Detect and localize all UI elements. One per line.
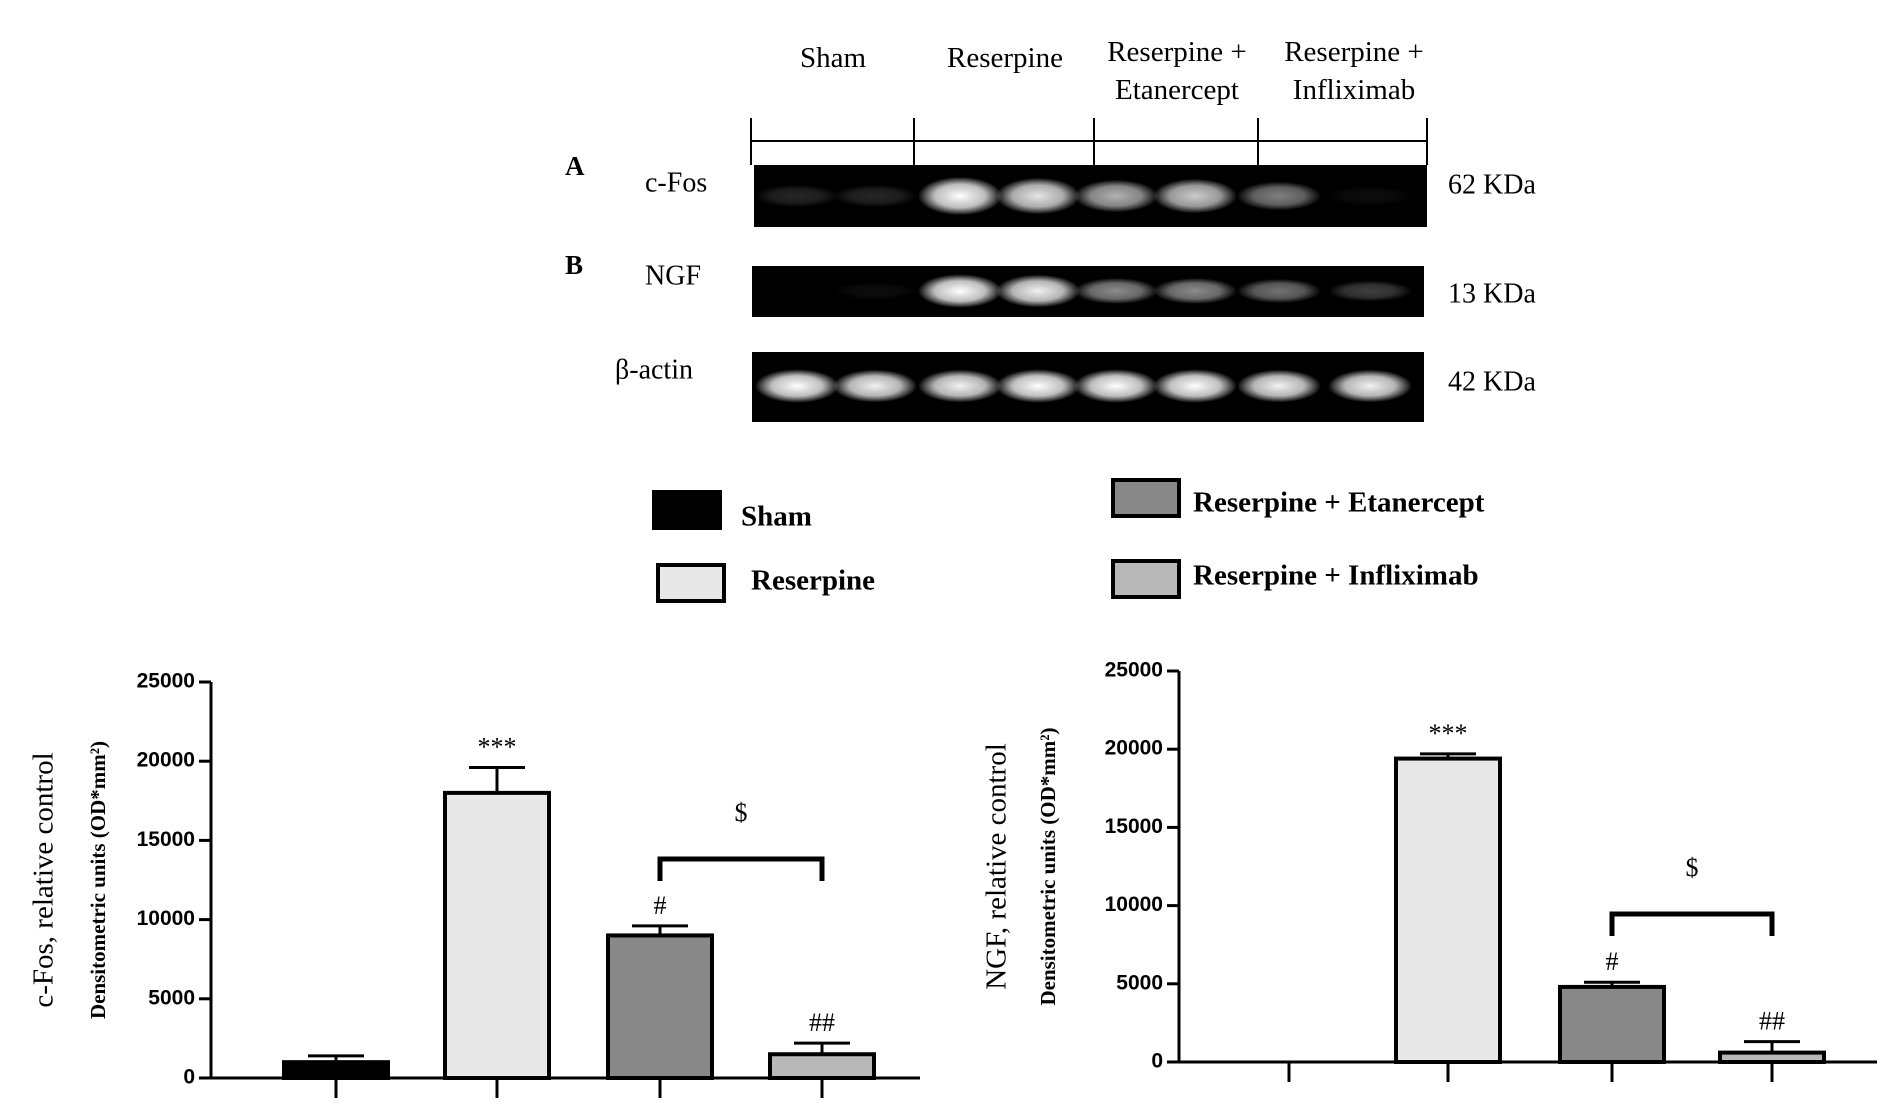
y-tick-label: 25000 xyxy=(137,670,195,693)
blot-band xyxy=(918,176,1002,216)
annotation: # xyxy=(654,891,667,920)
y-axis-label: Densitometric units (OD*mm²) xyxy=(1036,727,1060,1005)
blot-band xyxy=(1328,185,1412,207)
bar xyxy=(282,1060,390,1081)
legend-label: Sham xyxy=(741,501,812,533)
y-tick-label: 15000 xyxy=(1105,815,1163,838)
protein-label: c-Fos xyxy=(645,167,707,198)
annotation: ## xyxy=(1759,1007,1785,1036)
legend-label: Reserpine + Infliximab xyxy=(1193,560,1479,592)
blot-band xyxy=(996,274,1080,308)
annotation: # xyxy=(1606,947,1619,976)
blot-band xyxy=(1153,178,1237,214)
legend-swatch xyxy=(656,563,726,603)
blot-band xyxy=(1328,280,1412,302)
y-tick-label: 0 xyxy=(183,1066,195,1089)
blot-band xyxy=(918,274,1002,308)
bracket xyxy=(1609,911,1775,936)
lane-bracket xyxy=(750,118,1428,165)
y-tick-label: 5000 xyxy=(148,986,195,1009)
y-tick-label: 10000 xyxy=(1105,893,1163,916)
blot-band xyxy=(1153,277,1237,305)
blot-band xyxy=(833,282,917,300)
blot-band xyxy=(918,369,1002,403)
blot-band xyxy=(1074,369,1158,403)
weight-label: 13 KDa xyxy=(1448,278,1536,309)
bracket xyxy=(657,856,825,881)
blot-band xyxy=(755,369,839,403)
blot-band xyxy=(1328,369,1412,403)
blot-band xyxy=(1237,181,1321,211)
blot-band xyxy=(1074,277,1158,305)
group-label: Reserpine xyxy=(947,42,1063,74)
blot-band xyxy=(755,184,839,208)
blot-band xyxy=(1237,278,1321,304)
blot-band xyxy=(1074,179,1158,213)
y-tick-label: 20000 xyxy=(137,749,195,772)
group-label: Reserpine + Infliximab xyxy=(1284,36,1424,106)
y-tick-label: 20000 xyxy=(1105,737,1163,760)
y-axis-label: NGF, relative control xyxy=(981,743,1013,990)
blot-band xyxy=(996,177,1080,215)
y-axis-label: Densitometric units (OD*mm²) xyxy=(86,741,110,1019)
legend-label: Reserpine + Etanercept xyxy=(1193,487,1485,519)
bracket-label: $ xyxy=(1686,853,1699,882)
bar xyxy=(1558,984,1666,1064)
bar xyxy=(1394,756,1502,1064)
legend-swatch xyxy=(1111,559,1181,599)
legend-swatch xyxy=(652,490,722,530)
y-tick-label: 5000 xyxy=(1116,971,1163,994)
protein-label: NGF xyxy=(645,260,701,291)
blot-band xyxy=(833,369,917,403)
bar xyxy=(606,933,714,1080)
error-bar xyxy=(469,766,525,793)
y-tick-label: 0 xyxy=(1151,1050,1163,1073)
bar xyxy=(768,1052,876,1080)
y-tick-label: 10000 xyxy=(137,907,195,930)
blot-band xyxy=(1153,369,1237,403)
protein-label: β-actin xyxy=(615,354,693,385)
weight-label: 42 KDa xyxy=(1448,366,1536,397)
y-tick-label: 25000 xyxy=(1105,659,1163,682)
blot-band xyxy=(1237,369,1321,403)
blot-band xyxy=(996,369,1080,403)
annotation: ## xyxy=(809,1008,835,1037)
bar xyxy=(1718,1050,1826,1064)
weight-label: 62 KDa xyxy=(1448,169,1536,200)
group-label: Reserpine + Etanercept xyxy=(1107,36,1247,106)
panel-label: B xyxy=(565,250,583,280)
blot-band xyxy=(833,184,917,208)
annotation: *** xyxy=(478,733,517,762)
annotation: *** xyxy=(1429,719,1468,748)
y-tick-label: 15000 xyxy=(137,828,195,851)
y-axis-label: c-Fos, relative control xyxy=(28,752,60,1007)
bracket-label: $ xyxy=(735,798,748,827)
panel-label: A xyxy=(565,151,585,181)
bar xyxy=(443,790,551,1080)
legend-swatch xyxy=(1111,478,1181,518)
legend-label: Reserpine xyxy=(751,565,875,597)
group-label: Sham xyxy=(800,42,867,74)
